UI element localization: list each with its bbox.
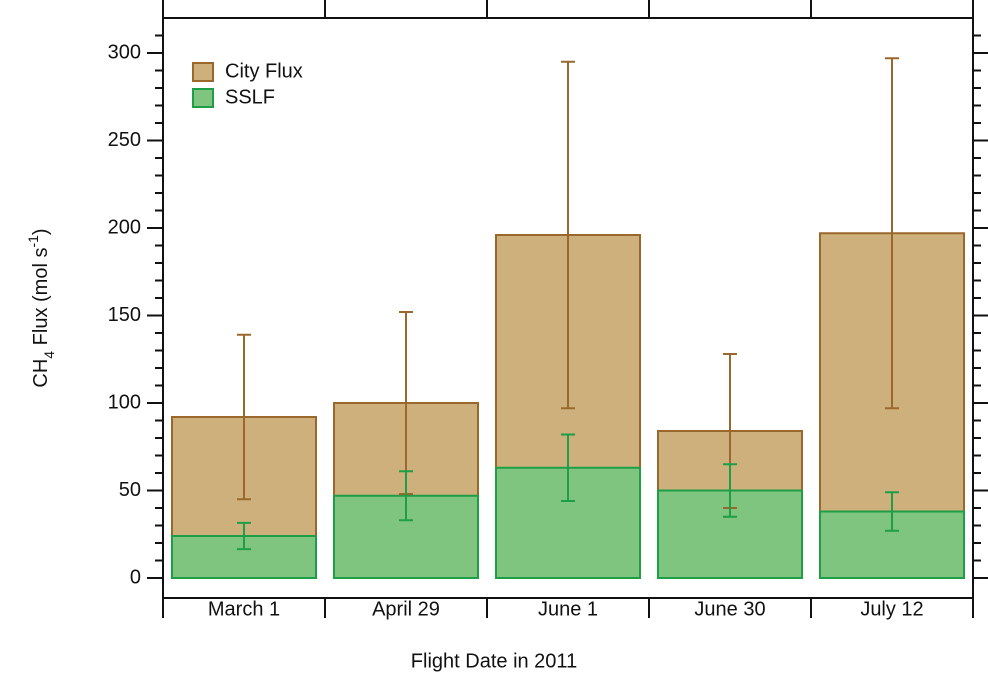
- error-bar: [885, 57, 899, 410]
- x-tick-label: July 12: [860, 598, 923, 620]
- error-bar: [399, 470, 413, 522]
- y-axis-label: CH4 Flux (mol s-1): [25, 228, 57, 387]
- y-tick-label: 200: [108, 216, 141, 238]
- error-bar: [237, 333, 251, 501]
- y-tick-label: 50: [119, 479, 141, 501]
- legend-swatch: [192, 88, 214, 108]
- y-tick-label: 250: [108, 129, 141, 151]
- error-bar: [561, 60, 575, 410]
- error-bar: [237, 521, 251, 551]
- y-tick-label: 300: [108, 41, 141, 63]
- y-tick-label: 100: [108, 391, 141, 413]
- legend-label: City Flux: [225, 60, 303, 82]
- y-tick-label: 0: [130, 566, 141, 588]
- y-label-part: Flux (mol s: [30, 248, 52, 351]
- legend-label: SSLF: [225, 86, 275, 108]
- error-bar: [885, 491, 899, 532]
- y-tick-label: 150: [108, 304, 141, 326]
- x-tick-label: April 29: [372, 598, 440, 620]
- y-label-part: CH: [30, 359, 52, 388]
- x-tick-label: June 30: [694, 598, 765, 620]
- error-bar: [723, 463, 737, 518]
- x-tick-label: June 1: [538, 598, 598, 620]
- y-label-part: -1: [25, 235, 41, 248]
- error-bar: [561, 433, 575, 502]
- y-label-part: ): [30, 228, 52, 235]
- x-tick-label: March 1: [208, 598, 280, 620]
- x-axis-label: Flight Date in 2011: [411, 650, 577, 672]
- legend-swatch: [192, 62, 214, 82]
- y-label-part: 4: [41, 351, 57, 359]
